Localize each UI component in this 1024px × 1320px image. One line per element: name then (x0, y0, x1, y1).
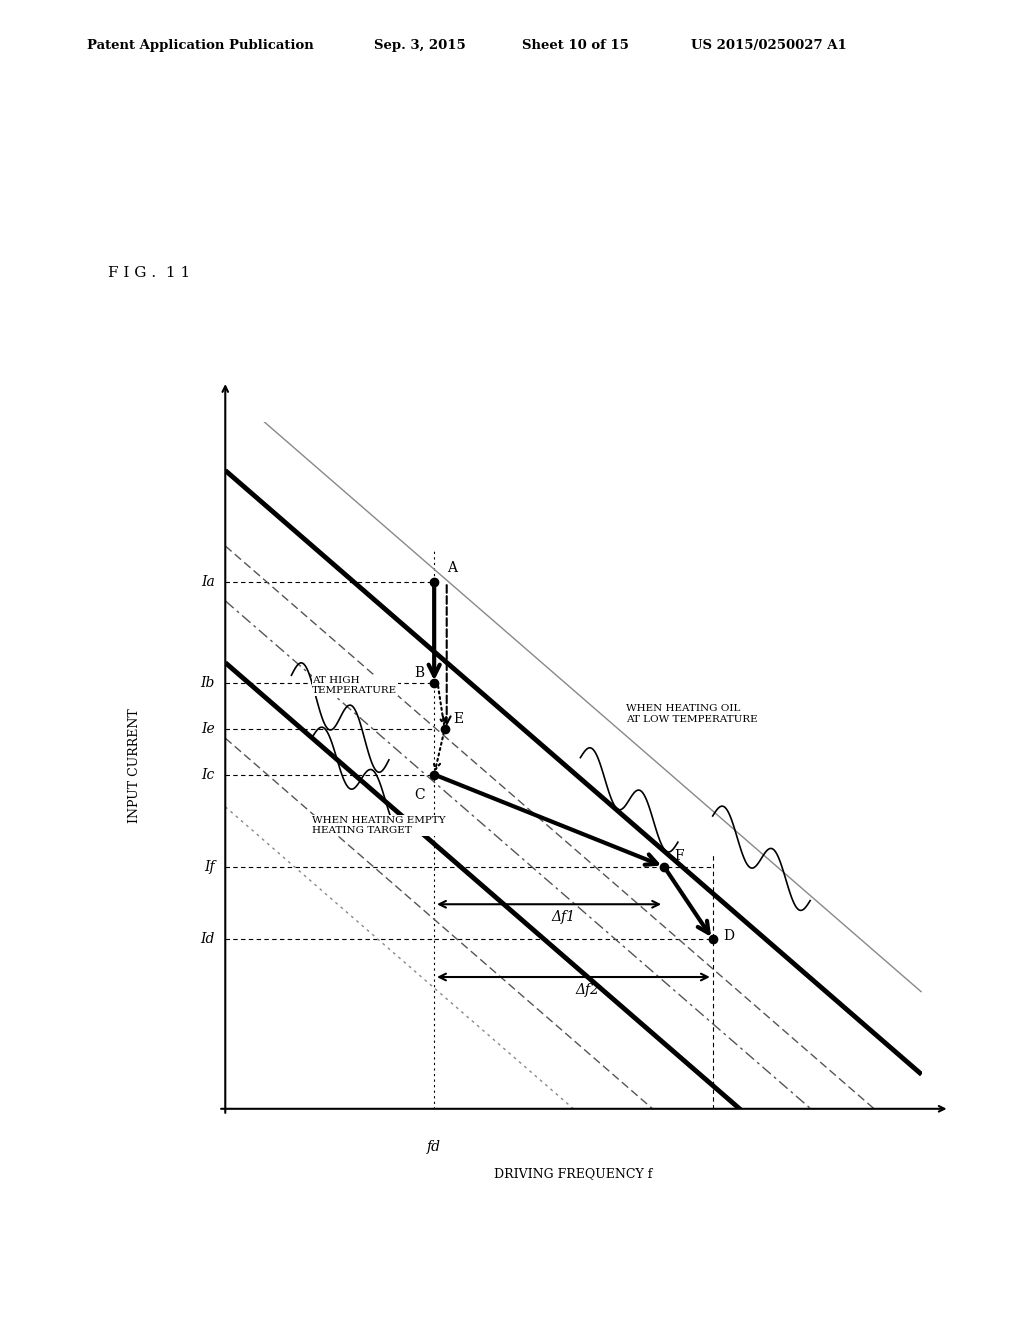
Text: US 2015/0250027 A1: US 2015/0250027 A1 (691, 38, 847, 51)
Text: C: C (415, 788, 425, 803)
Text: Ie: Ie (201, 722, 215, 737)
Text: Sheet 10 of 15: Sheet 10 of 15 (522, 38, 629, 51)
Text: DRIVING FREQUENCY f: DRIVING FREQUENCY f (495, 1167, 652, 1180)
Text: WHEN HEATING OIL
AT LOW TEMPERATURE: WHEN HEATING OIL AT LOW TEMPERATURE (626, 705, 758, 723)
Text: Sep. 3, 2015: Sep. 3, 2015 (374, 38, 466, 51)
Text: E: E (453, 711, 463, 726)
Text: F I G .  1 1: F I G . 1 1 (108, 267, 189, 280)
Text: Δf2: Δf2 (575, 982, 599, 997)
Text: Id: Id (201, 932, 215, 946)
Text: INPUT CURRENT: INPUT CURRENT (128, 709, 141, 822)
Text: Δf1: Δf1 (551, 909, 575, 924)
Text: Ib: Ib (201, 676, 215, 690)
Text: A: A (446, 561, 457, 576)
Text: fd: fd (427, 1139, 441, 1154)
Text: F: F (675, 849, 684, 863)
Text: Ic: Ic (202, 767, 215, 781)
Text: Ia: Ia (201, 576, 215, 589)
Text: B: B (415, 665, 425, 680)
Text: D: D (723, 929, 734, 942)
Text: Patent Application Publication: Patent Application Publication (87, 38, 313, 51)
Text: AT HIGH
TEMPERATURE: AT HIGH TEMPERATURE (312, 676, 397, 696)
Text: WHEN HEATING EMPTY
HEATING TARGET: WHEN HEATING EMPTY HEATING TARGET (312, 816, 445, 836)
Text: If: If (204, 859, 215, 874)
